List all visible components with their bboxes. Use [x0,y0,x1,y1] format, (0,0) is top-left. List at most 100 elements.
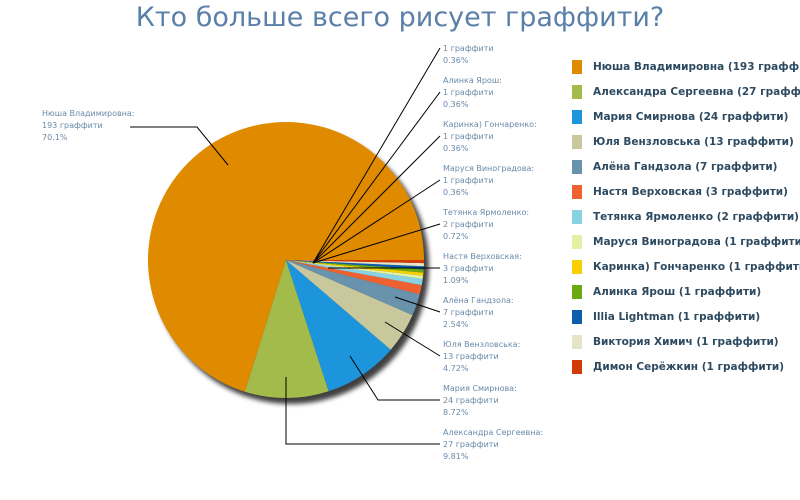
legend-item[interactable]: Алинка Ярош (1 граффити) [572,279,800,304]
data-label-percent: 0.36% [443,100,469,109]
legend-item[interactable]: Алёна Гандзола (7 граффити) [572,154,800,179]
data-label-percent: 4.72% [443,364,469,373]
legend-item[interactable]: Illia Lightman (1 граффити) [572,304,800,329]
data-label-percent: 0.36% [443,188,469,197]
data-label-count: 3 граффити [443,264,494,273]
legend-swatch [572,334,582,349]
data-label-name: Тетянка Ярмоленко: [443,208,530,217]
legend-label: Маруся Виноградова (1 граффити) [593,235,800,248]
data-label-count: 1 граффити [443,88,494,97]
legend-swatch [572,184,582,199]
data-label-name: Алёна Гандзола: [443,296,514,305]
data-label: Алёна Гандзола: 7 граффити 2.54% [443,295,514,331]
data-label: Тетянка Ярмоленко: 2 граффити 0.72% [443,207,529,243]
data-label-name: Нюша Владимировна: [42,109,135,118]
legend-label: Нюша Владимировна (193 граффити) [593,60,800,73]
legend-swatch [572,359,582,374]
legend-swatch [572,109,582,124]
data-label: Александра Сергеевна: 27 граффити 9.81% [443,427,543,463]
data-label: Мария Смирнова: 24 граффити 8.72% [443,383,517,419]
data-label-name: Мария Смирнова: [443,384,517,393]
pie-slice[interactable] [286,260,391,392]
data-label-percent: 0.36% [443,144,469,153]
pie-slice[interactable] [286,260,424,273]
leader-line [384,321,441,357]
legend: Нюша Владимировна (193 граффити) Александ… [572,54,800,379]
leader-line [130,126,229,166]
legend-swatch [572,259,582,274]
pie-slice[interactable] [286,260,420,316]
pie-slice[interactable] [286,260,423,286]
legend-swatch [572,234,582,249]
legend-label: Юля Вензловська (13 граффити) [593,135,794,148]
data-label-count: 193 граффити [42,121,103,130]
data-label-name: Маруся Виноградова: [443,164,535,173]
data-label-name: Настя Верховская: [443,252,522,261]
legend-swatch [572,84,582,99]
data-label-percent: 2.54% [443,320,469,329]
data-label-count: 1 граффити [443,176,494,185]
legend-item[interactable]: Тетянка Ярмоленко (2 граффити) [572,204,800,229]
legend-label: Illia Lightman (1 граффити) [593,310,761,323]
legend-item[interactable]: Каринка) Гончаренко (1 граффити) [572,254,800,279]
data-label-name: Александра Сергеевна: [443,428,544,437]
data-label-name: Алинка Ярош: [443,76,502,85]
legend-item[interactable]: Виктория Химич (1 граффити) [572,329,800,354]
data-label: Настя Верховская: 3 граффити 1.09% [443,251,522,287]
data-label: 1 граффити 0.36% [443,31,494,67]
data-label-count: 13 граффити [443,352,499,361]
data-label-percent: 1.09% [443,276,469,285]
leader-line [285,377,440,445]
legend-item[interactable]: Нюша Владимировна (193 граффити) [572,54,800,79]
legend-swatch [572,134,582,149]
data-label: Алинка Ярош: 1 граффити 0.36% [443,75,502,111]
data-label-count: 1 граффити [443,132,494,141]
data-label-name: Юля Вензловська: [443,340,521,349]
pie-slice[interactable] [147,122,424,392]
legend-label: Алёна Гандзола (7 граффити) [593,160,778,173]
data-label: Маруся Виноградова: 1 граффити 0.36% [443,163,534,199]
data-label-percent: 0.36% [443,56,469,65]
legend-label: Алинка Ярош (1 граффити) [593,285,762,298]
data-label: Юля Вензловська: 13 граффити 4.72% [443,339,520,375]
pie-slice[interactable] [286,260,422,295]
legend-item[interactable]: Маруся Виноградова (1 граффити) [572,229,800,254]
pie-slice[interactable] [286,260,424,270]
data-label-percent: 8.72% [443,408,469,417]
data-label-count: 27 граффити [443,440,499,449]
legend-swatch [572,159,582,174]
leader-line [312,179,441,264]
legend-item[interactable]: Настя Верховская (3 граффити) [572,179,800,204]
data-label-name: Каринка) Гончаренко: [443,120,537,129]
legend-item[interactable]: Юля Вензловська (13 граффити) [572,129,800,154]
legend-label: Димон Серёжкин (1 граффити) [593,360,785,373]
legend-item[interactable]: Димон Серёжкин (1 граффити) [572,354,800,379]
data-label-count: 1 граффити [443,44,494,53]
data-label-count: 7 граффити [443,308,494,317]
pie-slice[interactable] [286,260,424,279]
data-label-percent: 9.81% [443,452,469,461]
leader-line [312,47,441,264]
legend-label: Александра Сергеевна (27 граффити) [593,85,800,98]
chart-title: Кто больше всего рисует граффити? [135,2,665,33]
pie-slice[interactable] [286,260,413,350]
legend-item[interactable]: Мария Смирнова (24 граффити) [572,104,800,129]
leader-line [394,296,441,313]
leader-line [312,91,441,264]
data-label-name [443,31,494,43]
data-label: Нюша Владимировна: 193 граффити 70.1% [42,108,135,144]
legend-swatch [572,309,582,324]
leader-line [349,355,440,401]
data-label: Каринка) Гончаренко: 1 граффити 0.36% [443,119,537,155]
data-label-count: 24 граффити [443,396,499,405]
legend-swatch [572,284,582,299]
leader-line [312,223,441,264]
data-label-percent: 70.1% [42,133,68,142]
legend-label: Мария Смирнова (24 граффити) [593,110,789,123]
legend-item[interactable]: Александра Сергеевна (27 граффити) [572,79,800,104]
data-label-count: 2 граффити [443,220,494,229]
pie-slice[interactable] [286,260,424,267]
pie-slice[interactable] [244,260,329,399]
legend-label: Каринка) Гончаренко (1 граффити) [593,260,800,273]
data-label-percent: 0.72% [443,232,469,241]
